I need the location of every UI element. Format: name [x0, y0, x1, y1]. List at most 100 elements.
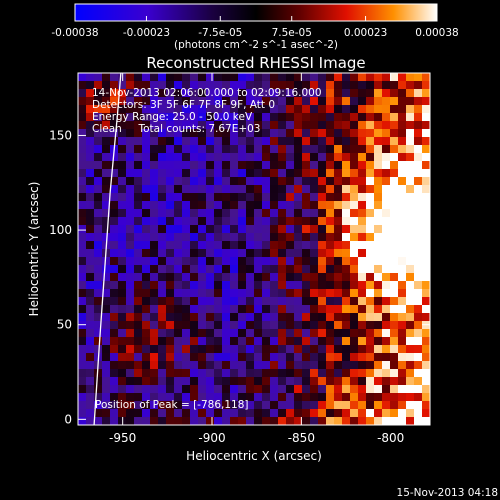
heatmap-cell [286, 305, 295, 314]
heatmap-cell [166, 265, 175, 274]
heatmap-cell [126, 209, 135, 218]
heatmap-cell [326, 113, 335, 122]
heatmap-cell [350, 145, 359, 154]
heatmap-cell [374, 121, 383, 130]
heatmap-cell [302, 161, 311, 170]
heatmap-cell [158, 297, 167, 306]
heatmap-cell [374, 265, 383, 274]
heatmap-cell [182, 209, 191, 218]
heatmap-cell [182, 249, 191, 258]
heatmap-cell [86, 105, 95, 114]
heatmap-cell [166, 369, 175, 378]
heatmap-cell [254, 273, 263, 282]
heatmap-cell [262, 97, 271, 106]
heatmap-cell [206, 345, 215, 354]
heatmap-cell [358, 409, 367, 418]
heatmap-cell [214, 257, 223, 266]
heatmap-cell [118, 297, 127, 306]
heatmap-cell [78, 73, 87, 82]
info-line-time: 14-Nov-2013 02:06:00.000 to 02:09:16.000 [92, 87, 322, 99]
heatmap-cell [294, 113, 303, 122]
heatmap-cell [254, 153, 263, 162]
heatmap-cell [310, 145, 319, 154]
heatmap-cell [326, 289, 335, 298]
heatmap-cell [166, 177, 175, 186]
heatmap-cell [398, 289, 407, 298]
heatmap-cell [118, 409, 127, 418]
heatmap-cell [294, 97, 303, 106]
heatmap-cell [294, 337, 303, 346]
heatmap-cell [78, 129, 87, 138]
heatmap-cell [382, 169, 391, 178]
heatmap-cell [398, 169, 407, 178]
heatmap-cell [150, 73, 159, 82]
heatmap-cell [126, 81, 135, 90]
heatmap-cell [206, 313, 215, 322]
heatmap-cell [166, 257, 175, 266]
heatmap-cell [118, 129, 127, 138]
heatmap-cell [262, 177, 271, 186]
heatmap-cell [126, 249, 135, 258]
heatmap-cell [310, 153, 319, 162]
heatmap-cell [382, 281, 391, 290]
heatmap-cell [174, 313, 183, 322]
heatmap-cell [174, 129, 183, 138]
heatmap-cell [326, 129, 335, 138]
heatmap-cell [190, 273, 199, 282]
heatmap-cell [86, 249, 95, 258]
heatmap-cell [230, 257, 239, 266]
heatmap-cell [222, 305, 231, 314]
heatmap-cell [342, 345, 351, 354]
heatmap-cell [294, 249, 303, 258]
heatmap-cell [222, 249, 231, 258]
heatmap-cell [262, 313, 271, 322]
heatmap-cell [350, 313, 359, 322]
heatmap-cell [134, 329, 143, 338]
heatmap-cell [366, 329, 375, 338]
heatmap-cell [246, 265, 255, 274]
heatmap-cell [110, 217, 119, 226]
heatmap-cell [86, 233, 95, 242]
heatmap-cell [278, 409, 287, 418]
heatmap-cell [158, 217, 167, 226]
heatmap-cell [350, 81, 359, 90]
heatmap-cell [118, 377, 127, 386]
heatmap-cell [142, 401, 151, 410]
heatmap-cell [342, 177, 351, 186]
heatmap-cell [222, 137, 231, 146]
heatmap-cell [382, 233, 391, 242]
heatmap-cell [390, 105, 399, 114]
heatmap-cell [302, 233, 311, 242]
heatmap-cell [278, 201, 287, 210]
heatmap-cell [182, 265, 191, 274]
heatmap-cell [246, 361, 255, 370]
heatmap-cell [214, 401, 223, 410]
heatmap-cell [134, 169, 143, 178]
heatmap-cell [118, 161, 127, 170]
heatmap-cell [222, 209, 231, 218]
heatmap-cell [198, 185, 207, 194]
heatmap-cell [374, 249, 383, 258]
heatmap-cell [134, 121, 143, 130]
heatmap-cell [86, 369, 95, 378]
heatmap-cell [414, 329, 423, 338]
heatmap-cell [294, 89, 303, 98]
x-axis-ticks: -950 -900 -850 -800 [109, 73, 404, 445]
heatmap-cell [166, 281, 175, 290]
heatmap-cell [406, 289, 415, 298]
heatmap-cell [254, 353, 263, 362]
heatmap-cell [166, 401, 175, 410]
heatmap-cell [358, 321, 367, 330]
heatmap-cell [102, 137, 111, 146]
heatmap-cell [166, 89, 175, 98]
heatmap-cell [390, 89, 399, 98]
heatmap-cell [254, 313, 263, 322]
heatmap-cell [334, 225, 343, 234]
heatmap-cell [134, 97, 143, 106]
heatmap-cell [342, 369, 351, 378]
heatmap-cell [94, 81, 103, 90]
heatmap-cell [422, 401, 430, 410]
heatmap-cell [390, 201, 399, 210]
heatmap-cell [406, 353, 415, 362]
heatmap-cell [134, 73, 143, 82]
